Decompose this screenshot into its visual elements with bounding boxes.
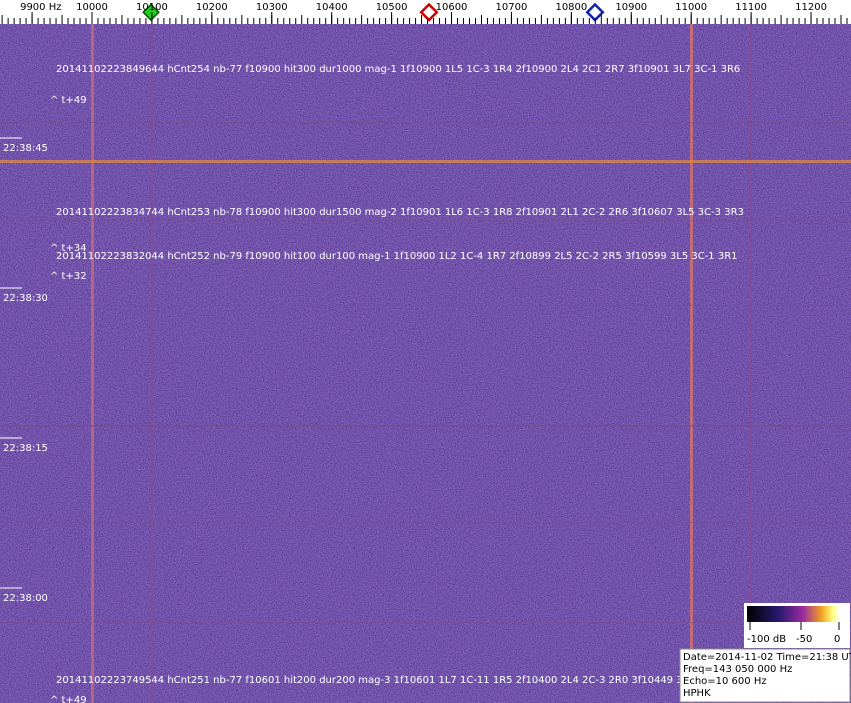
detection-marker: ^ t+32: [50, 271, 87, 282]
frequency-label: 10800: [555, 2, 587, 13]
time-label: 22:38:15: [3, 443, 48, 454]
marker-red: [419, 2, 439, 22]
detection-text: 20141102223749544 hCnt251 nb-77 f10601 h…: [56, 675, 711, 686]
detection-marker: ^ t+34: [50, 243, 87, 254]
signal-lines: [0, 24, 851, 703]
frequency-label: 10000: [76, 2, 108, 13]
time-label: 22:38:00: [3, 593, 48, 604]
frequency-label: 10500: [376, 2, 408, 13]
time-label: 22:38:45: [3, 143, 48, 154]
noise: [0, 24, 851, 703]
frequency-label: 10100: [136, 2, 168, 13]
frequency-label: 11200: [795, 2, 827, 13]
info-line: HPHK: [683, 688, 711, 699]
frequency-label: 11100: [735, 2, 767, 13]
info-line: Freq=143 050 000 Hz: [683, 664, 792, 675]
detection-marker: ^ t+49: [50, 95, 87, 106]
frequency-label: 10600: [436, 2, 468, 13]
marker-green: [142, 3, 160, 22]
detection-text: 20141102223849644 hCnt254 nb-77 f10900 h…: [56, 64, 740, 75]
frequency-label: 9900 Hz: [20, 2, 61, 13]
markers: [142, 2, 605, 22]
scale-label: -100 dB: [747, 634, 786, 645]
info-line: Echo=10 600 Hz: [683, 676, 767, 687]
detection-text: 20141102223832044 hCnt252 nb-79 f10900 h…: [56, 251, 738, 262]
marker-blue: [585, 2, 605, 22]
info-line: Date=2014-11-02 Time=21:38 UTC: [683, 652, 851, 663]
detection-marker: ^ t+49: [50, 695, 87, 703]
info-box: [679, 648, 851, 703]
frequency-label: 10900: [615, 2, 647, 13]
frequency-label: 10700: [496, 2, 528, 13]
frequency-label: 10400: [316, 2, 348, 13]
scale-label: 0: [834, 634, 840, 645]
time-label: 22:38:30: [3, 293, 48, 304]
frequency-label: 10300: [256, 2, 288, 13]
color-scale: [747, 606, 840, 622]
detection-text: 20141102223834744 hCnt253 nb-78 f10900 h…: [56, 207, 744, 218]
frequency-label: 11000: [675, 2, 707, 13]
frequency-label: 10200: [196, 2, 228, 13]
scale-label: -50: [796, 634, 812, 645]
